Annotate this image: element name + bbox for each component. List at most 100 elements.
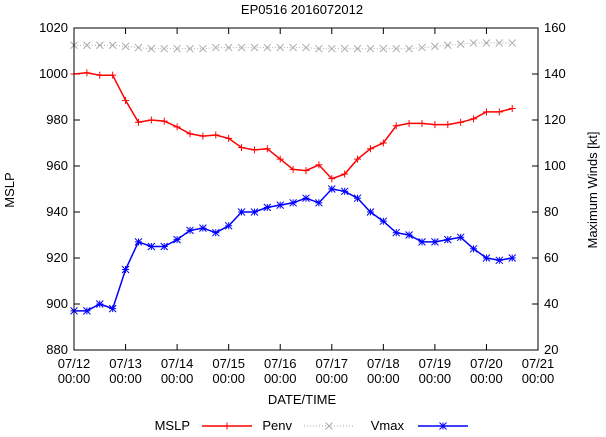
x-axis-title: DATE/TIME — [268, 392, 337, 407]
data-point — [225, 134, 233, 142]
data-point — [96, 71, 104, 79]
data-point — [405, 119, 413, 127]
data-point-stroke — [495, 256, 504, 265]
data-point — [340, 44, 349, 53]
data-point — [392, 44, 401, 53]
data-point-stroke — [302, 43, 310, 52]
data-point-stroke — [224, 43, 233, 52]
data-point — [199, 224, 207, 232]
data-point — [353, 194, 362, 203]
ticks-layer: 880 900 920 940 960 980 1000 1020 20 40 60 80 100 120… — [39, 20, 566, 386]
data-point — [392, 228, 401, 237]
data-point — [160, 242, 169, 251]
data-point — [508, 105, 516, 112]
x-tick-label: 00:00 — [367, 371, 400, 386]
data-point-stroke — [276, 201, 285, 209]
x-tick-label: 07/12 — [58, 356, 91, 371]
data-point — [121, 265, 130, 274]
data-point-stroke — [199, 44, 207, 53]
data-point — [457, 118, 465, 126]
y2-tick-label: 80 — [544, 204, 558, 219]
x-tick-label: 07/15 — [212, 356, 245, 371]
x-tick-label: 07/21 — [522, 356, 555, 371]
data-point-stroke — [315, 198, 323, 207]
data-point — [108, 41, 117, 50]
data-point — [237, 208, 246, 216]
data-point-stroke — [147, 242, 156, 251]
legend-marker-stroke — [439, 422, 447, 430]
data-point — [109, 71, 117, 79]
x-tick-label: 00:00 — [419, 371, 452, 386]
data-point-stroke — [456, 233, 465, 242]
data-point — [83, 41, 91, 50]
data-point — [470, 115, 478, 123]
data-point — [431, 42, 439, 51]
data-point — [353, 44, 362, 53]
data-point — [250, 208, 259, 216]
data-point-stroke — [211, 43, 220, 52]
data-point — [134, 118, 142, 126]
x-tick-label: 07/16 — [264, 356, 297, 371]
data-point — [199, 44, 207, 53]
data-point-stroke — [327, 44, 336, 53]
data-point-stroke — [237, 43, 246, 52]
data-point — [482, 254, 491, 262]
data-point — [108, 304, 117, 313]
data-point-stroke — [418, 43, 426, 52]
x-tick-label: 07/19 — [419, 356, 452, 371]
data-point — [366, 208, 375, 216]
series-0 — [70, 69, 516, 183]
y2-tick-label: 20 — [544, 342, 558, 357]
data-point — [211, 43, 220, 52]
y-tick-label: 940 — [46, 204, 68, 219]
data-point — [276, 201, 285, 209]
data-point-stroke — [456, 40, 465, 48]
data-point-stroke — [508, 254, 517, 262]
data-point — [379, 44, 388, 53]
data-point — [482, 39, 491, 47]
data-point — [238, 144, 246, 152]
data-point — [95, 300, 104, 308]
plot-frame — [73, 27, 539, 351]
y-tick-label: 980 — [46, 112, 68, 127]
x-tick-label: 07/18 — [367, 356, 400, 371]
y2-axis-title: Maximum Winds [kt] — [585, 131, 600, 248]
data-point — [211, 228, 220, 237]
data-point-stroke — [431, 238, 439, 246]
data-point-stroke — [108, 304, 117, 313]
data-point — [341, 170, 349, 178]
y2-tick-label: 40 — [544, 296, 558, 311]
x-tick-label: 07/13 — [109, 356, 142, 371]
data-point — [315, 198, 323, 207]
data-point-stroke — [263, 203, 272, 212]
legend-marker — [223, 422, 231, 430]
data-point — [83, 69, 91, 77]
series-line — [74, 188, 513, 312]
x-tick-label: 00:00 — [470, 371, 503, 386]
data-point-stroke — [366, 208, 375, 216]
data-point — [122, 96, 130, 104]
legend-text: Vmax — [371, 418, 405, 432]
y2-tick-label: 120 — [544, 112, 566, 127]
data-point — [495, 256, 504, 265]
x-tick-label: 00:00 — [58, 371, 91, 386]
data-point — [250, 43, 259, 52]
data-point — [379, 217, 388, 226]
data-point-stroke — [405, 44, 413, 53]
data-point-stroke — [340, 44, 349, 53]
data-point-stroke — [353, 194, 362, 203]
data-point-stroke — [83, 307, 91, 315]
x-tick-label: 07/20 — [470, 356, 503, 371]
data-point — [418, 119, 426, 127]
data-point — [95, 41, 104, 50]
data-point — [289, 43, 297, 52]
data-point — [212, 131, 220, 139]
data-point — [186, 130, 194, 138]
data-point-stroke — [508, 39, 517, 47]
data-point — [186, 44, 194, 53]
legend-marker — [325, 422, 333, 430]
data-point-stroke — [469, 244, 478, 253]
data-point — [147, 44, 156, 53]
y-tick-label: 960 — [46, 158, 68, 173]
data-point — [224, 221, 233, 230]
